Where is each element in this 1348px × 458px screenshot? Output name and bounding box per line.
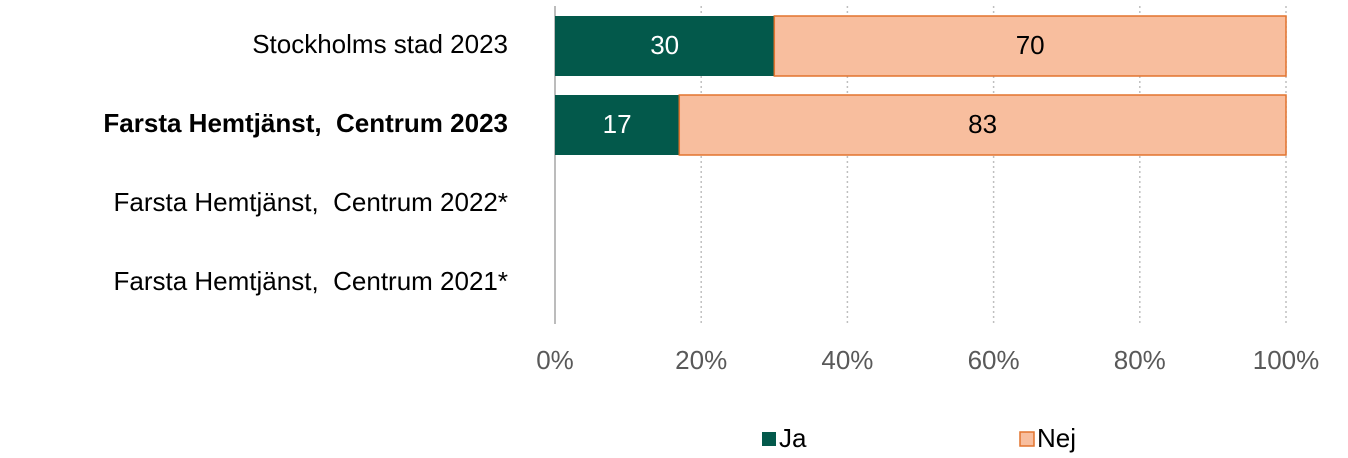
x-tick-label: 40% bbox=[821, 345, 873, 375]
x-tick-label: 100% bbox=[1253, 345, 1320, 375]
data-label: 70 bbox=[1016, 30, 1045, 60]
legend-label: Nej bbox=[1037, 423, 1076, 453]
category-label: Farsta Hemtjänst, Centrum 2023 bbox=[103, 108, 508, 138]
x-tick-label: 80% bbox=[1114, 345, 1166, 375]
x-tick-label: 0% bbox=[536, 345, 574, 375]
legend-label: Ja bbox=[779, 423, 807, 453]
bar-segment bbox=[773, 15, 1287, 77]
data-label: 17 bbox=[603, 109, 632, 139]
bar-segment bbox=[678, 94, 1287, 156]
category-label: Farsta Hemtjänst, Centrum 2021* bbox=[114, 266, 509, 296]
data-label: 30 bbox=[650, 30, 679, 60]
legend-swatch bbox=[1019, 431, 1035, 447]
bar-segment bbox=[555, 16, 775, 76]
category-label: Farsta Hemtjänst, Centrum 2022* bbox=[114, 187, 509, 217]
bar-segment bbox=[555, 95, 680, 155]
category-label: Stockholms stad 2023 bbox=[252, 29, 508, 59]
x-tick-label: 60% bbox=[968, 345, 1020, 375]
x-tick-label: 20% bbox=[675, 345, 727, 375]
legend-swatch bbox=[762, 432, 776, 446]
data-label: 83 bbox=[968, 109, 997, 139]
